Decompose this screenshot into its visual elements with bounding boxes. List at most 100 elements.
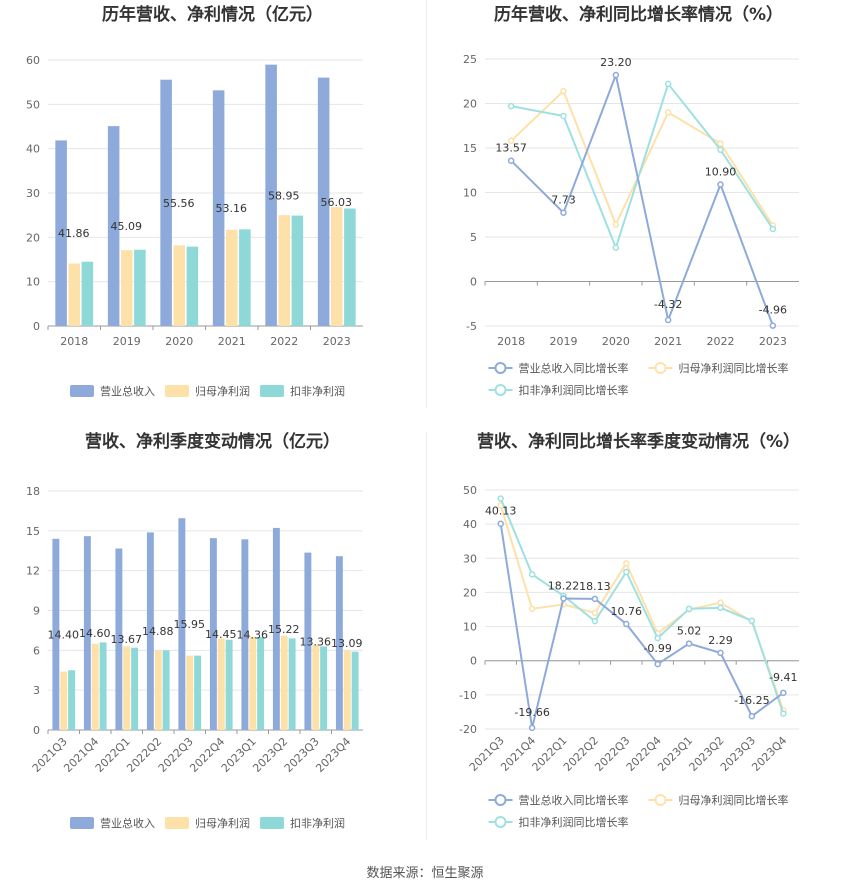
- bar-value-label: 58.95: [268, 189, 300, 202]
- series-point-2: [612, 244, 620, 251]
- bar-2: [194, 655, 202, 730]
- series-point-0: [591, 595, 599, 603]
- bar-0: [52, 538, 60, 730]
- bar-0: [209, 538, 217, 730]
- x-tick-label: 2023Q4: [749, 734, 789, 774]
- series-point-1: [664, 109, 672, 116]
- line-value-label: -4.96: [759, 304, 787, 317]
- bar-value-label: 53.16: [216, 202, 248, 215]
- bar-2: [239, 229, 251, 326]
- line-value-label: 18.13: [579, 580, 611, 593]
- quarterly-revenue-profit-bar-chart: 营收、净利季度变动情况（亿元） 0 3 6 9 12 15 18 2021Q3 2021Q4 202…: [0, 425, 425, 845]
- annual-revenue-profit-bar-chart: 历年营收、净利情况（亿元） 0 10 20 30 40 50 60 2018 2019 2020 20…: [0, 0, 425, 410]
- legend-swatch: [260, 817, 284, 829]
- bar-2: [291, 215, 304, 326]
- bar-value-label: 14.36: [237, 629, 269, 642]
- y-tick-label: 30: [26, 187, 40, 200]
- bar-1: [91, 643, 99, 730]
- y-tick-label: 20: [26, 231, 40, 244]
- bar-0: [160, 79, 172, 327]
- y-tick-label: 10: [463, 187, 477, 200]
- series-point-2: [664, 80, 672, 88]
- legend-label: 营业总收入同比增长率: [519, 793, 629, 807]
- x-tick-label: 2023Q4: [313, 735, 353, 775]
- y-tick-label: 0: [33, 320, 40, 333]
- line-value-label: 10.76: [611, 605, 643, 618]
- x-tick-label: 2021: [654, 335, 682, 348]
- bar-1: [123, 646, 131, 730]
- series-point-1: [507, 137, 515, 145]
- bar-value-label: 14.45: [205, 628, 237, 641]
- y-tick-label: 60: [26, 54, 40, 67]
- annual-growth-rate-line-chart: 历年营收、净利同比增长率情况（%） -5 0 5 10 15 20 25 2018 2019 202…: [427, 0, 850, 410]
- line-value-label: 18.22: [548, 580, 580, 593]
- bar-2: [320, 646, 328, 730]
- series-point-2: [717, 604, 724, 612]
- chart-svg: 营收、净利季度变动情况（亿元）03691215182021Q32021Q4202…: [26, 431, 363, 830]
- series-point-0: [717, 181, 724, 188]
- series-line-2: [499, 498, 785, 714]
- legend-marker: [494, 794, 507, 806]
- series-point-0: [717, 649, 724, 657]
- y-tick-label: 12: [26, 565, 40, 578]
- bar-1: [249, 637, 257, 730]
- y-tick-label: 3: [33, 684, 40, 697]
- legend-item-1: 归母净利润: [165, 816, 250, 830]
- chart-svg: 营收、净利同比增长率季度变动情况（%）-20-10010203040502021…: [459, 431, 800, 829]
- line-value-label: -19.66: [514, 706, 549, 719]
- legend-label: 归母净利润同比增长率: [679, 361, 789, 375]
- legend-swatch: [165, 817, 189, 829]
- bar-1: [173, 245, 186, 326]
- bar-value-label: 15.22: [268, 623, 300, 636]
- x-tick-label: 2018: [60, 335, 88, 348]
- legend-item-2: 扣非净利润同比增长率: [488, 815, 629, 829]
- y-tick-label: 40: [463, 518, 477, 531]
- series-point-0: [654, 660, 661, 668]
- legend-marker: [494, 384, 507, 396]
- legend-swatch: [260, 385, 284, 397]
- legend-item-0: 营业总收入: [70, 816, 155, 830]
- y-tick-label: 20: [463, 586, 477, 599]
- bar-2: [162, 650, 170, 730]
- legend-item-1: 归母净利润同比增长率: [648, 793, 789, 807]
- bar-1: [312, 645, 320, 730]
- quarterly-growth-rate-line-chart: 营收、净利同比增长率季度变动情况（%） -20 -10 0 10 20 30 40 50 2021…: [427, 425, 850, 845]
- chart-title: 营收、净利同比增长率季度变动情况（%）: [477, 431, 800, 452]
- legend-label: 扣非净利润同比增长率: [519, 815, 629, 829]
- series-point-2: [507, 102, 515, 110]
- bar-0: [265, 64, 277, 326]
- series-point-0: [623, 620, 630, 628]
- y-tick-label: -10: [459, 689, 477, 702]
- x-tick-label: 2023: [759, 335, 787, 348]
- y-tick-label: 9: [33, 605, 40, 618]
- bar-1: [60, 671, 68, 730]
- x-tick-label: 2018: [497, 335, 525, 348]
- bar-0: [115, 548, 123, 730]
- legend-label: 扣非净利润: [290, 816, 345, 830]
- bar-1: [343, 650, 351, 730]
- legend-marker: [494, 362, 507, 374]
- legend-label: 营业总收入同比增长率: [519, 361, 629, 375]
- bar-0: [55, 140, 67, 326]
- bar-2: [99, 642, 107, 730]
- y-tick-label: 18: [26, 485, 40, 498]
- line-value-label: 10.90: [705, 165, 737, 178]
- legend-label: 归母净利润同比增长率: [679, 793, 789, 807]
- bar-value-label: 41.86: [58, 227, 90, 240]
- bar-2: [351, 651, 359, 730]
- line-value-label: 2.29: [708, 634, 733, 647]
- bar-value-label: 13.67: [111, 633, 143, 646]
- series-line-0: [510, 71, 774, 326]
- legend-item-2: 扣非净利润: [260, 384, 345, 398]
- line-value-label: -0.99: [643, 642, 671, 655]
- legend-item-0: 营业总收入同比增长率: [488, 361, 629, 375]
- series-line-2: [510, 81, 774, 251]
- x-tick-label: 2022: [270, 335, 298, 348]
- series-point-1: [717, 599, 724, 606]
- bar-value-label: 13.36: [300, 635, 332, 648]
- series-point-0: [780, 689, 787, 697]
- bar-1: [68, 263, 81, 326]
- bar-0: [241, 539, 249, 730]
- x-tick-label: 2020: [165, 335, 193, 348]
- series-point-2: [769, 225, 777, 233]
